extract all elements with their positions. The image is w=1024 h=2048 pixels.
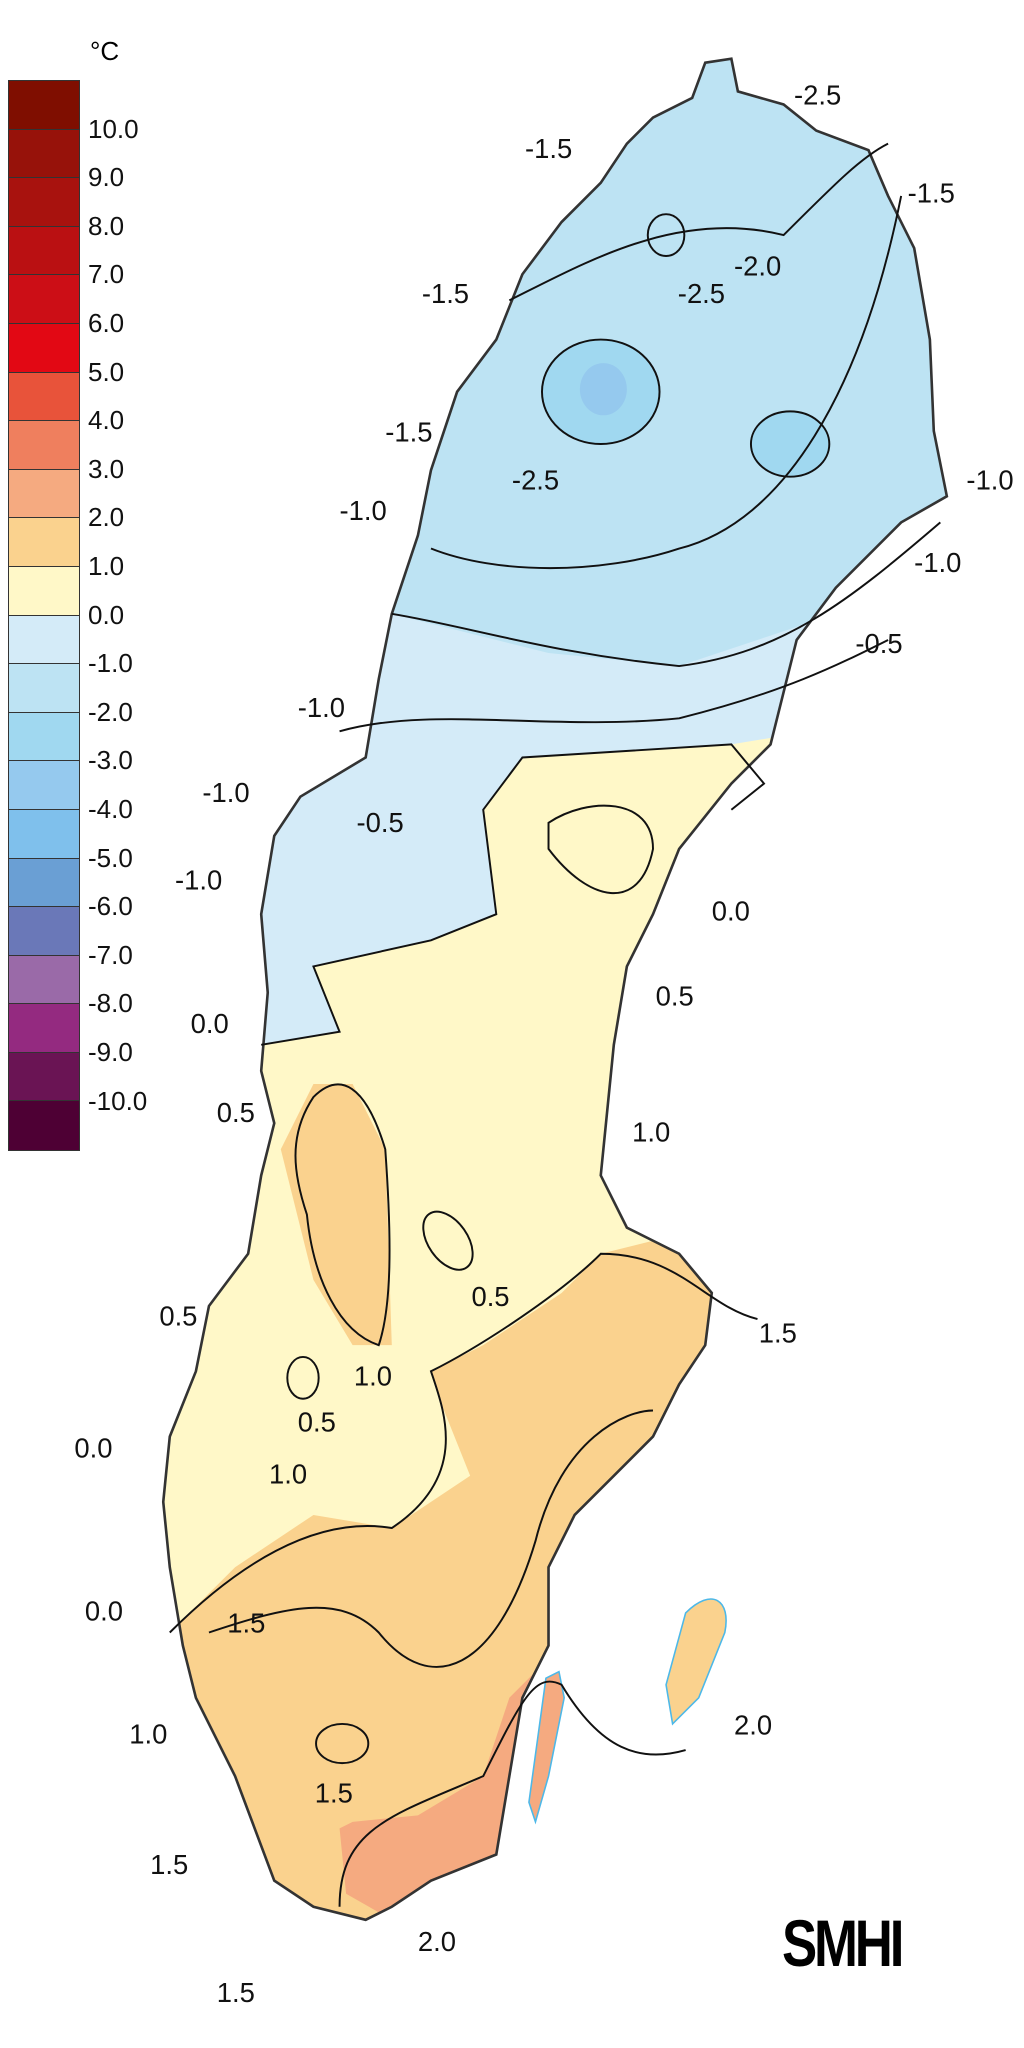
contour-labels: -2.5 -1.5 -1.5 -2.0 -2.5 -1.5 -1.5 -2.5 … <box>74 79 1013 2008</box>
legend-swatch <box>9 129 79 179</box>
legend-swatch <box>9 421 79 470</box>
legend-label: 10.0 <box>88 113 139 144</box>
contour-label: -1.5 <box>525 133 572 164</box>
zone-minus-3-to-minus-4 <box>579 363 627 416</box>
contour-label: 0.0 <box>74 1432 112 1463</box>
legend-label: -2.0 <box>88 696 133 727</box>
contour-label: 0.0 <box>191 1008 229 1039</box>
legend-swatch <box>9 1052 79 1102</box>
legend-label: -9.0 <box>88 1037 133 1067</box>
legend-swatch <box>9 226 79 276</box>
contour-label: 1.5 <box>315 1777 353 1808</box>
contour-label: -1.0 <box>202 777 249 808</box>
contour-label: 2.0 <box>734 1709 772 1740</box>
contour-label: 1.0 <box>632 1116 670 1147</box>
contour-label: 1.5 <box>759 1318 797 1349</box>
contour-label: -0.5 <box>855 628 902 659</box>
contour-label: 1.0 <box>354 1361 392 1392</box>
legend-swatch <box>9 81 79 130</box>
legend-label: 6.0 <box>88 308 125 338</box>
legend-swatch <box>9 858 79 908</box>
legend-label: 3.0 <box>88 453 125 484</box>
legend-label: -8.0 <box>88 988 133 1019</box>
contour-label: 0.5 <box>217 1097 255 1128</box>
contour-label: 0.0 <box>85 1596 123 1627</box>
legend-unit: °C <box>90 36 120 66</box>
legend-swatch <box>9 566 79 616</box>
legend-swatch <box>9 323 79 373</box>
contour-label: 0.5 <box>656 981 694 1012</box>
legend-swatch <box>9 469 79 519</box>
legend-label: -1.0 <box>88 648 133 679</box>
legend-swatch <box>9 761 79 810</box>
smhi-logo: SMHI <box>782 1906 904 1980</box>
legend-label: 7.0 <box>88 259 125 290</box>
legend-label: 8.0 <box>88 210 125 241</box>
legend-label: 4.0 <box>88 405 125 436</box>
gotland <box>665 1598 727 1726</box>
legend-label: 5.0 <box>88 356 125 387</box>
legend-label: -6.0 <box>88 891 133 922</box>
legend-swatch <box>9 1004 79 1053</box>
legend-label: -7.0 <box>88 939 133 970</box>
contour-lines <box>169 142 941 1907</box>
contour-label: 1.0 <box>269 1459 307 1490</box>
legend-swatch <box>9 615 79 665</box>
contour-label: 0.5 <box>471 1281 509 1312</box>
contour-label: 1.5 <box>217 1977 255 2008</box>
contour-label: 1.5 <box>150 1849 188 1880</box>
zone-1-to-2 <box>280 1083 392 1346</box>
contour-label: 1.5 <box>227 1608 265 1639</box>
contour-label: 0.0 <box>712 896 750 927</box>
contour-label: -1.0 <box>914 547 961 578</box>
contour-label: -1.5 <box>422 278 469 309</box>
legend-swatch <box>9 178 79 227</box>
contour-label: -2.5 <box>794 79 841 110</box>
contour-label: -2.0 <box>734 251 781 282</box>
legend-label: -10.0 <box>88 1085 148 1116</box>
legend-swatch <box>9 518 79 567</box>
color-legend <box>8 80 80 1152</box>
legend-swatch <box>9 907 79 956</box>
contour-label: 2.0 <box>418 1926 456 1957</box>
legend-label: -3.0 <box>88 745 133 776</box>
legend-label: -5.0 <box>88 842 133 873</box>
legend-swatch <box>9 712 79 762</box>
contour-label: -1.0 <box>298 692 345 723</box>
contour-label: 0.5 <box>159 1301 197 1332</box>
legend-swatch <box>9 955 79 1005</box>
contour-label: -0.5 <box>357 807 404 838</box>
legend-swatch <box>9 1101 79 1151</box>
contour-label: -1.0 <box>966 465 1013 496</box>
oland <box>528 1670 565 1825</box>
legend-label: -4.0 <box>88 794 133 824</box>
contour-label: 0.5 <box>298 1406 336 1437</box>
legend-swatch <box>9 664 79 713</box>
contour-label: -1.5 <box>385 416 432 447</box>
contour-label: -1.0 <box>175 864 222 895</box>
legend-label: 9.0 <box>88 162 125 193</box>
legend-label: 1.0 <box>88 551 125 581</box>
legend-label: 0.0 <box>88 599 125 630</box>
contour-label: -2.5 <box>512 465 559 496</box>
zone-minus-2-to-minus-3 <box>750 411 830 477</box>
contour-label: -2.5 <box>678 278 725 309</box>
contour-label: -1.0 <box>340 495 387 526</box>
legend-label: 2.0 <box>88 502 125 533</box>
legend-swatch <box>9 809 79 859</box>
contour-label: -1.5 <box>908 177 955 208</box>
legend-swatch <box>9 275 79 324</box>
contour-label: 1.0 <box>129 1719 167 1750</box>
legend-swatch <box>9 372 79 422</box>
